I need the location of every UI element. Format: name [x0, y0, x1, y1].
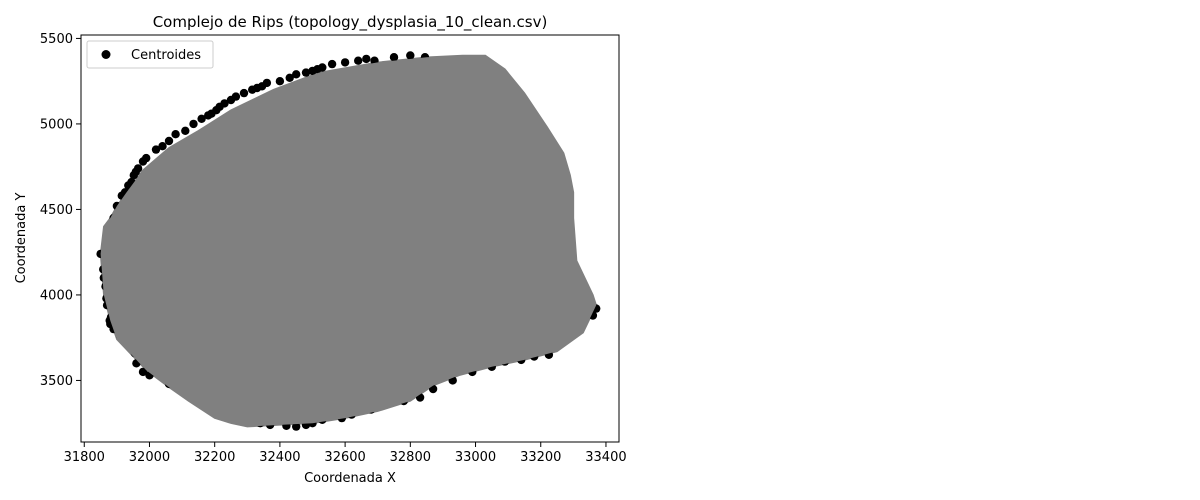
centroid-point: [318, 63, 327, 72]
y-tick-label: 4000: [40, 288, 73, 303]
y-axis: 3500 4000 4500 5000 5500: [40, 32, 81, 389]
x-tick-label: 31800: [64, 450, 105, 465]
x-tick-label: 33000: [455, 450, 496, 465]
x-tick-label: 32800: [390, 450, 431, 465]
centroid-point: [133, 164, 143, 173]
centroid-point: [181, 126, 190, 135]
centroid-point: [138, 367, 148, 377]
centroid-point: [292, 70, 301, 79]
centroid-point: [285, 73, 294, 83]
centroid-point: [197, 114, 206, 124]
x-tick-label: 32600: [324, 450, 365, 465]
y-tick-label: 4500: [40, 203, 73, 218]
centroid-point: [389, 53, 399, 62]
centroid-point: [171, 130, 180, 139]
centroid-point: [406, 51, 415, 60]
centroid-point: [362, 54, 371, 64]
x-tick-label: 32200: [194, 450, 235, 465]
centroid-point: [239, 88, 249, 98]
chart-title: Complejo de Rips (topology_dysplasia_10_…: [153, 13, 548, 32]
centroid-point: [301, 68, 311, 77]
y-tick-label: 5000: [40, 117, 73, 132]
y-tick-label: 5500: [40, 32, 73, 47]
centroid-point: [189, 119, 198, 129]
y-tick-label: 3500: [40, 374, 73, 389]
x-tick-label: 32400: [259, 450, 300, 465]
x-tick-label: 33400: [585, 450, 626, 465]
x-axis-title: Coordenada X: [304, 471, 396, 486]
centroid-point: [231, 92, 241, 101]
plot-area: [96, 51, 601, 431]
centroid-point: [354, 56, 363, 65]
x-tick-label: 33200: [520, 450, 561, 465]
rips-complex-edges: [100, 55, 597, 427]
centroid-point: [220, 99, 229, 108]
x-tick-label: 32000: [129, 450, 170, 465]
legend-box: [86, 40, 214, 69]
legend: Centroides: [86, 40, 214, 69]
centroid-point: [262, 78, 272, 88]
plot-frame: [80, 34, 620, 443]
centroid-point: [142, 153, 151, 163]
centroid-point: [164, 136, 174, 146]
centroid-point: [292, 422, 301, 431]
y-axis-title: Coordenada Y: [14, 193, 29, 284]
x-axis: 31800 32000 32200 32400 32600 32800 33000 33200…: [64, 442, 627, 465]
centroid-point: [158, 142, 167, 151]
centroid-point: [275, 77, 285, 86]
centroid-point: [327, 59, 337, 69]
centroid-point: [151, 145, 161, 154]
legend-label-centroides: Centroides: [131, 48, 201, 63]
centroid-point: [340, 58, 350, 67]
legend-marker-centroides: [101, 50, 111, 59]
